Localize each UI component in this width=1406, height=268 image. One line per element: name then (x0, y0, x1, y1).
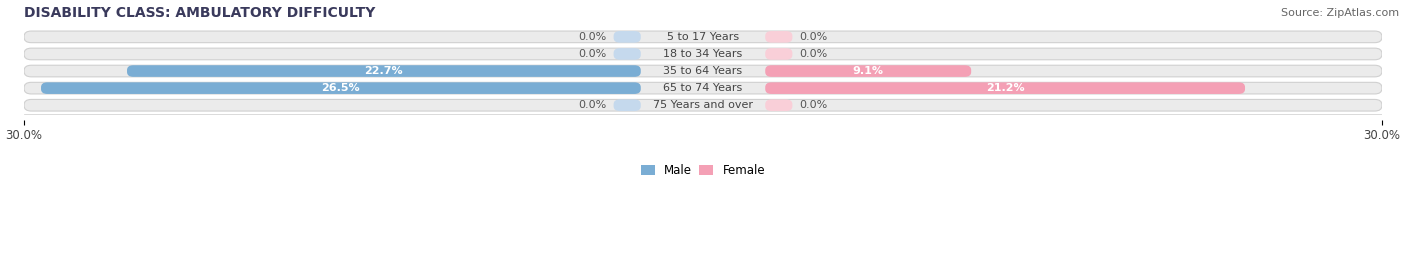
FancyBboxPatch shape (613, 99, 641, 111)
Text: 65 to 74 Years: 65 to 74 Years (664, 83, 742, 93)
Text: 75 Years and over: 75 Years and over (652, 100, 754, 110)
FancyBboxPatch shape (24, 65, 1382, 77)
Text: 0.0%: 0.0% (799, 32, 828, 42)
Legend: Male, Female: Male, Female (636, 160, 770, 182)
FancyBboxPatch shape (765, 65, 972, 77)
FancyBboxPatch shape (765, 99, 793, 111)
Text: 9.1%: 9.1% (852, 66, 884, 76)
FancyBboxPatch shape (613, 48, 641, 60)
Text: DISABILITY CLASS: AMBULATORY DIFFICULTY: DISABILITY CLASS: AMBULATORY DIFFICULTY (24, 6, 375, 20)
FancyBboxPatch shape (24, 99, 1382, 111)
FancyBboxPatch shape (765, 82, 1246, 94)
Text: 0.0%: 0.0% (799, 49, 828, 59)
FancyBboxPatch shape (24, 82, 1382, 94)
Text: 0.0%: 0.0% (578, 100, 607, 110)
Text: 0.0%: 0.0% (799, 100, 828, 110)
FancyBboxPatch shape (613, 31, 641, 43)
Text: 22.7%: 22.7% (364, 66, 404, 76)
FancyBboxPatch shape (24, 48, 1382, 60)
Text: 26.5%: 26.5% (322, 83, 360, 93)
Text: Source: ZipAtlas.com: Source: ZipAtlas.com (1281, 8, 1399, 18)
Text: 21.2%: 21.2% (986, 83, 1025, 93)
FancyBboxPatch shape (24, 31, 1382, 43)
Text: 18 to 34 Years: 18 to 34 Years (664, 49, 742, 59)
Text: 5 to 17 Years: 5 to 17 Years (666, 32, 740, 42)
Text: 0.0%: 0.0% (578, 49, 607, 59)
FancyBboxPatch shape (765, 48, 793, 60)
FancyBboxPatch shape (127, 65, 641, 77)
FancyBboxPatch shape (41, 82, 641, 94)
Text: 0.0%: 0.0% (578, 32, 607, 42)
Text: 35 to 64 Years: 35 to 64 Years (664, 66, 742, 76)
FancyBboxPatch shape (765, 31, 793, 43)
